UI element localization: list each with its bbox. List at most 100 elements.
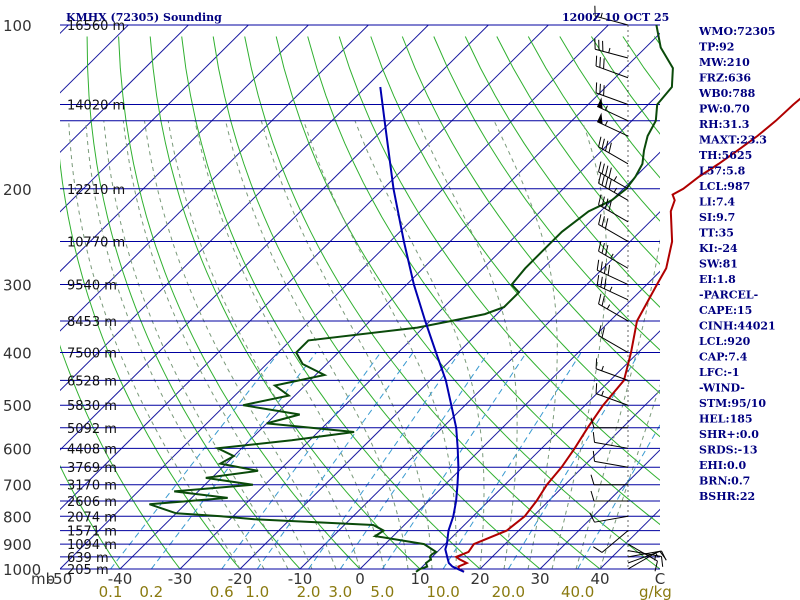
mixing-ratio-tick-label: 0.1 bbox=[99, 583, 123, 600]
wind-barb-flag bbox=[601, 196, 605, 207]
wind-barb bbox=[627, 543, 658, 572]
wind-barb-staff bbox=[595, 65, 629, 79]
time-title: 1200Z 10 OCT 25 bbox=[562, 11, 669, 24]
index-entry: TP:92 bbox=[699, 41, 734, 54]
mixing-ratio-line bbox=[577, 424, 660, 569]
index-entry: WMO:72305 bbox=[698, 25, 775, 38]
wind-barb-flag bbox=[598, 161, 602, 172]
mixing-ratio-line bbox=[339, 352, 489, 569]
moist-adiabat-line bbox=[144, 120, 337, 569]
index-entry: SI:9.7 bbox=[699, 211, 735, 224]
wind-barb-flag bbox=[592, 450, 596, 462]
wind-barb bbox=[596, 259, 629, 286]
wind-barb-flag bbox=[603, 58, 605, 69]
wind-barb-pennant bbox=[597, 112, 603, 125]
dry-adiabat-line bbox=[275, 36, 660, 569]
wind-barb-flag bbox=[604, 244, 609, 256]
wind-barb-flag bbox=[598, 240, 602, 252]
index-entry: EHI:0.0 bbox=[699, 459, 746, 472]
wind-barb-staff bbox=[627, 550, 661, 564]
pressure-tick-label: 400 bbox=[3, 345, 32, 363]
wind-barb-flag bbox=[601, 175, 605, 186]
wind-barb-flag bbox=[592, 546, 603, 553]
index-entry: PW:0.70 bbox=[699, 103, 750, 116]
dewpoint-trace bbox=[149, 24, 674, 573]
temperature-tick-label: -30 bbox=[168, 570, 193, 588]
wind-barb bbox=[594, 38, 629, 59]
wind-barb bbox=[592, 431, 629, 449]
wind-barb bbox=[598, 173, 629, 201]
mixing-ratio-line bbox=[221, 352, 382, 569]
wind-barb bbox=[598, 214, 629, 242]
index-entry: LCL:920 bbox=[699, 335, 751, 348]
wind-barb-flag bbox=[604, 177, 609, 188]
mixing-ratio-tick-label: 0.6 bbox=[210, 583, 234, 600]
wind-barb-staff bbox=[595, 92, 629, 105]
wind-barb-half-flag bbox=[608, 47, 611, 53]
wind-barb-flag bbox=[598, 136, 602, 147]
height-label: 205 m bbox=[67, 563, 109, 578]
wind-barb-flag bbox=[598, 325, 602, 336]
wind-barb-flag bbox=[604, 198, 609, 209]
temperature-tick-label: 20 bbox=[470, 570, 489, 588]
wind-barb-staff bbox=[598, 250, 629, 269]
index-entry: CAPE:15 bbox=[699, 304, 752, 317]
wind-barb-flag bbox=[603, 278, 607, 289]
moist-adiabat-line bbox=[575, 237, 660, 569]
moist-adiabat-line bbox=[417, 120, 518, 569]
isotherm-line bbox=[299, 211, 660, 569]
wind-barb-column bbox=[589, 5, 667, 572]
index-entry: CINH:44021 bbox=[699, 320, 776, 333]
wind-barb-half-flag bbox=[613, 176, 618, 182]
wind-barb-flag bbox=[601, 295, 605, 307]
index-entry: L57:5.8 bbox=[699, 165, 746, 178]
index-entry: SHR+:0.0 bbox=[699, 428, 759, 441]
wind-barb-flag bbox=[596, 275, 600, 286]
wind-barb-flag bbox=[595, 55, 598, 67]
wind-barb-flag bbox=[601, 327, 605, 338]
pressure-tick-label: 500 bbox=[3, 397, 32, 415]
wind-barb-flag bbox=[608, 200, 612, 211]
wind-barb bbox=[598, 194, 629, 223]
wind-barb-flag bbox=[603, 85, 605, 96]
temperature-tick-label: 0 bbox=[355, 570, 365, 588]
mixing-ratio-line bbox=[308, 352, 460, 569]
mixing-ratio-line bbox=[110, 352, 280, 569]
height-label: 639 m bbox=[67, 551, 109, 566]
wind-barb-flag bbox=[604, 218, 609, 229]
wind-barb-flag bbox=[598, 214, 602, 225]
sounding-series bbox=[149, 24, 800, 573]
temperature-tick-label: -50 bbox=[48, 570, 73, 588]
dry-adiabat-line bbox=[60, 344, 181, 569]
height-label: 16560 m bbox=[67, 19, 125, 34]
moist-adiabat-line bbox=[260, 120, 433, 569]
dry-adiabat-line bbox=[212, 36, 541, 569]
dry-adiabat-line bbox=[338, 36, 660, 481]
mixing-ratio-line bbox=[150, 352, 317, 569]
index-entry: -WIND- bbox=[699, 382, 745, 395]
height-label: 4408 m bbox=[67, 442, 117, 457]
wind-barb-flag bbox=[654, 560, 658, 572]
parcel-trace bbox=[379, 86, 465, 573]
dry-adiabat-line bbox=[496, 36, 660, 265]
wind-barb-staff bbox=[595, 48, 629, 59]
index-entry: BSHR:22 bbox=[699, 490, 755, 503]
wind-barb-flag bbox=[596, 259, 600, 271]
wind-barb-flag bbox=[590, 417, 595, 428]
pressure-tick-label: 100 bbox=[3, 17, 32, 35]
moist-adiabat-line bbox=[194, 120, 385, 569]
index-entry: FRZ:636 bbox=[699, 72, 751, 85]
wind-barb-half-flag bbox=[655, 552, 659, 558]
wind-barb bbox=[596, 275, 629, 301]
height-label: 10770 m bbox=[67, 235, 125, 250]
pressure-tick-label: 700 bbox=[3, 477, 32, 495]
wind-barb bbox=[590, 490, 628, 502]
pressure-tick-label: 200 bbox=[3, 181, 32, 199]
isobar-lines bbox=[60, 24, 660, 570]
height-label: 2074 m bbox=[67, 510, 117, 525]
moist-adiabat-line bbox=[599, 384, 660, 569]
isotherm-line bbox=[179, 92, 660, 569]
pressure-tick-label: 1000 bbox=[3, 561, 41, 579]
wind-barb bbox=[595, 383, 629, 406]
wind-barb bbox=[590, 474, 628, 486]
